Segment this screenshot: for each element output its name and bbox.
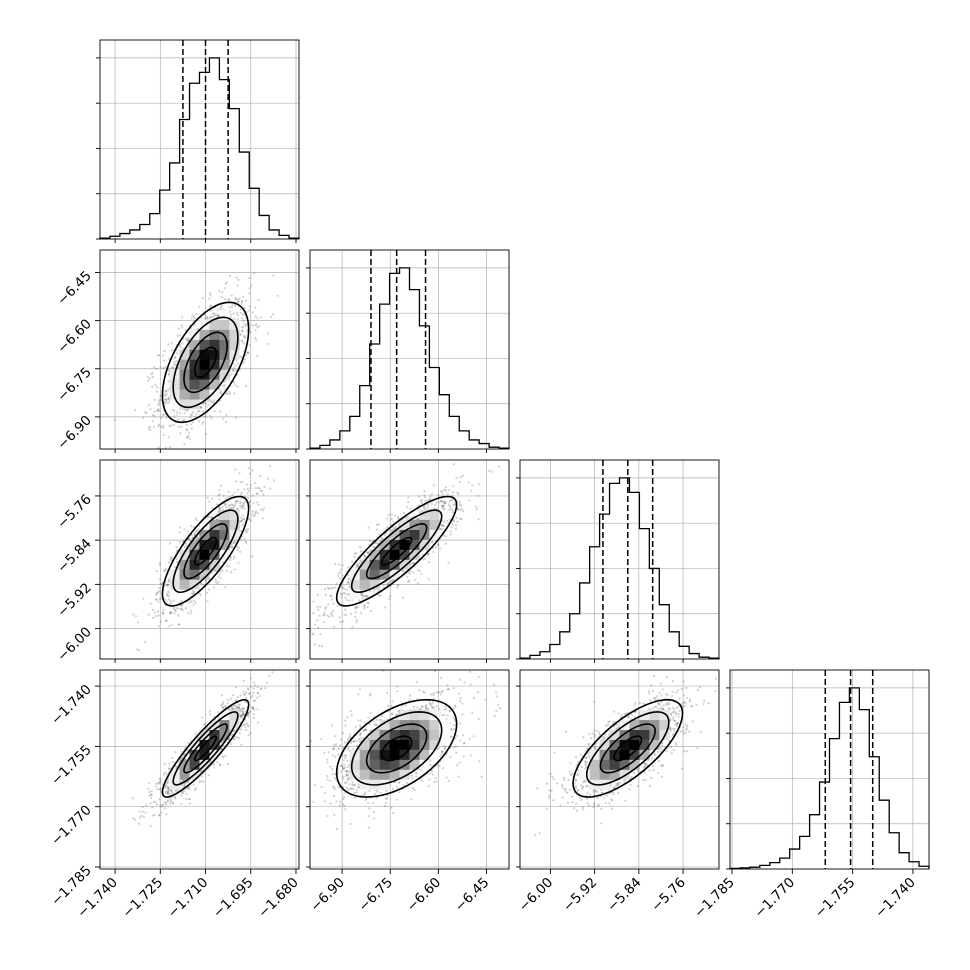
scatter-panel-3-0 — [99, 669, 300, 870]
contour-line — [599, 723, 656, 774]
panel-frame — [99, 669, 300, 870]
density-grid — [579, 709, 670, 790]
x-tick-label: −6.60 — [404, 875, 445, 916]
histogram-panel-3 — [726, 669, 930, 870]
panel-frame — [519, 669, 720, 870]
scatter-panel-3-1 — [309, 669, 510, 870]
contour-line — [350, 509, 443, 594]
x-tick-label: −5.92 — [560, 875, 601, 916]
histogram-steps — [519, 477, 720, 659]
contour-line — [172, 509, 239, 594]
contour-line — [613, 735, 643, 762]
histogram-panel-0 — [96, 39, 300, 240]
panel-frame — [309, 459, 510, 660]
scatter-panel-1-0 — [99, 249, 300, 450]
scatter-panel-2-1 — [309, 459, 510, 660]
y-tick-label: −1.740 — [48, 682, 95, 729]
contour-line — [365, 523, 428, 580]
contour-line — [183, 523, 228, 580]
contour-line — [365, 723, 428, 774]
x-tick-label: −1.755 — [812, 875, 859, 922]
contour-line — [335, 495, 458, 607]
y-tick-label: −6.75 — [54, 364, 95, 405]
contour-line — [172, 316, 239, 409]
histogram-steps — [99, 57, 300, 239]
density-grid — [169, 709, 240, 790]
y-tick-label: −6.00 — [54, 624, 95, 665]
y-tick-label: −5.92 — [54, 580, 95, 621]
scatter-panel-3-2 — [519, 669, 720, 870]
x-tick-label: −1.740 — [872, 875, 919, 922]
panel-frame — [99, 459, 300, 660]
x-tick-label: −1.710 — [165, 875, 212, 922]
contour-line — [335, 698, 458, 798]
panel-frame — [729, 669, 930, 870]
x-tick-label: −5.76 — [648, 875, 689, 916]
panel-frame — [309, 669, 510, 870]
contour-line — [193, 735, 218, 762]
scatter-panel-2-0 — [99, 459, 300, 660]
contour-line — [585, 711, 670, 786]
y-tick-label: −5.84 — [54, 536, 95, 577]
contour-line — [350, 711, 443, 786]
histogram-steps — [309, 267, 510, 449]
contour-line — [172, 711, 239, 786]
x-tick-label: −6.00 — [516, 875, 557, 916]
contour-line — [161, 301, 250, 424]
contour-line — [161, 698, 250, 798]
x-tick-label: −1.695 — [210, 875, 257, 922]
panel-frame — [99, 39, 300, 240]
x-tick-label: −1.725 — [119, 875, 166, 922]
y-tick-label: −1.755 — [48, 742, 95, 789]
contour-line — [572, 698, 684, 798]
y-tick-label: −1.770 — [48, 802, 95, 849]
y-tick-label: −6.90 — [54, 412, 95, 453]
contour-line — [183, 331, 228, 394]
histogram-panel-2 — [516, 459, 720, 660]
panel-frame — [519, 459, 720, 660]
panel-frame — [99, 249, 300, 450]
y-tick-label: −6.60 — [54, 316, 95, 357]
contour-line — [380, 735, 413, 762]
contour-line — [193, 536, 218, 566]
contour-line — [193, 346, 218, 379]
y-tick-label: −6.45 — [54, 268, 95, 309]
contour-line — [380, 536, 413, 566]
x-tick-label: −1.785 — [691, 875, 738, 922]
histogram-panel-1 — [306, 249, 510, 450]
x-tick-label: −6.75 — [356, 875, 397, 916]
x-tick-label: −6.45 — [452, 875, 493, 916]
x-tick-label: −5.84 — [604, 875, 645, 916]
x-tick-label: −1.680 — [255, 875, 302, 922]
y-tick-label: −5.76 — [54, 491, 95, 532]
x-tick-label: −6.90 — [307, 875, 348, 916]
panel-frame — [309, 249, 510, 450]
x-tick-label: −1.770 — [751, 875, 798, 922]
contour-line — [161, 495, 250, 607]
histogram-steps — [729, 687, 930, 870]
contour-line — [183, 723, 228, 774]
